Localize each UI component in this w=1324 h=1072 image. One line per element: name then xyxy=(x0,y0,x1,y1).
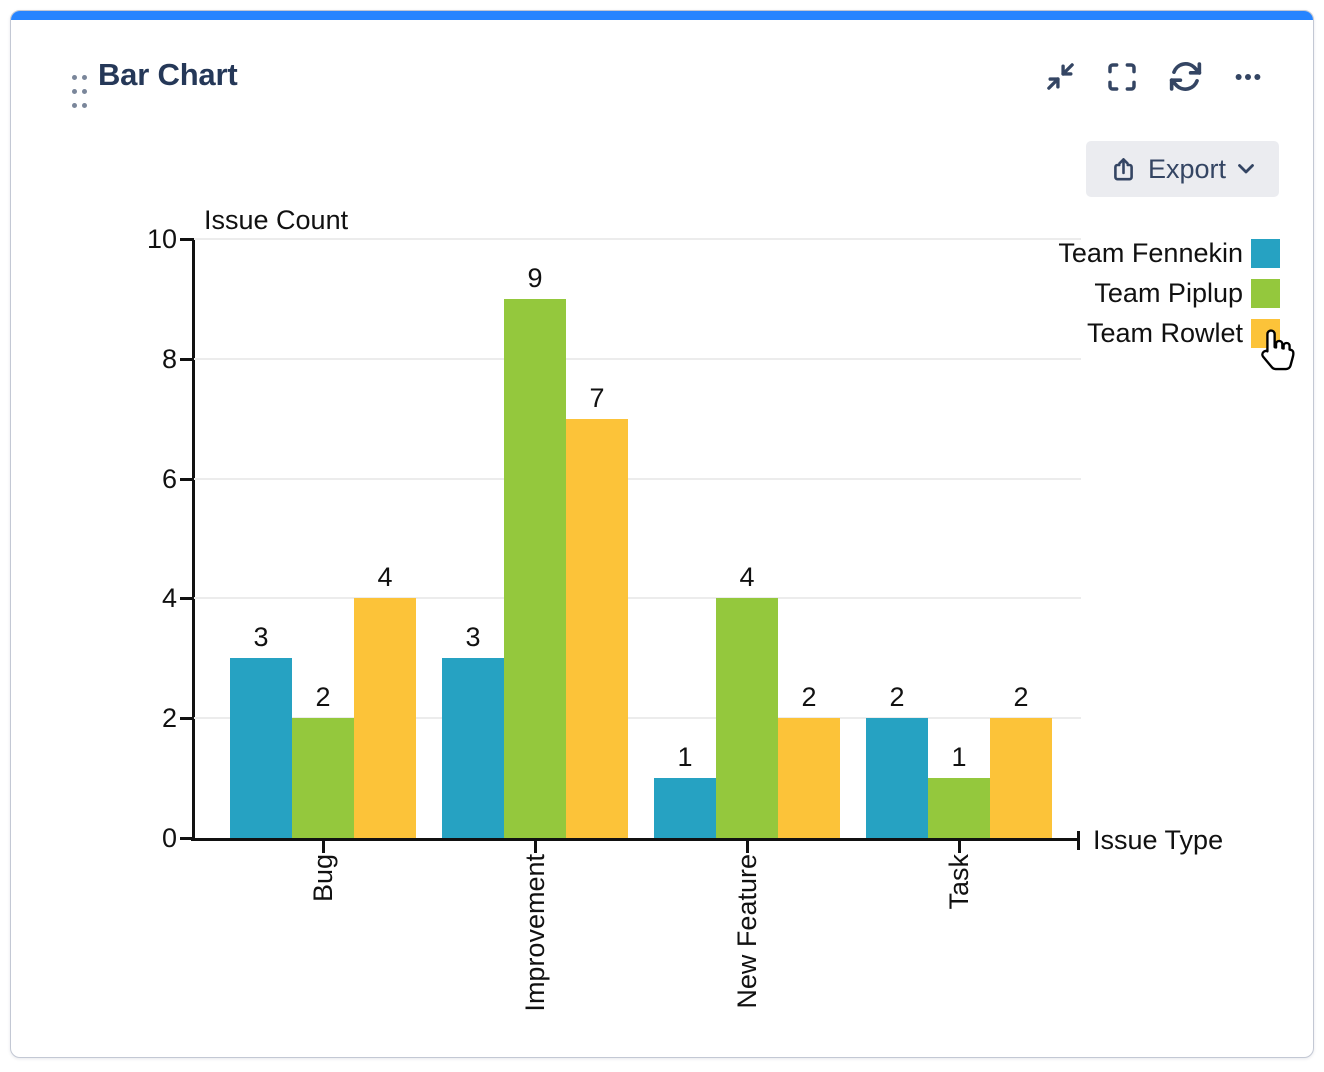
gridline xyxy=(194,357,1081,360)
bar-value-label: 9 xyxy=(527,262,543,293)
bar-value-label: 2 xyxy=(315,682,331,713)
bar-value-label: 2 xyxy=(1013,682,1029,713)
y-axis-tick-label: 8 xyxy=(161,343,177,374)
bar-value-label: 2 xyxy=(801,682,817,713)
bar-value-label: 4 xyxy=(377,562,393,593)
export-icon xyxy=(1114,157,1133,180)
bar-chart-plot: Issue Count Issue Type 0 2 4 6 8 10 Bug 3 2 4 Impr… xyxy=(11,11,1313,1057)
fullscreen-icon[interactable] xyxy=(1106,61,1138,93)
bar-value-label: 7 xyxy=(589,382,605,413)
bar-bug-team-fennekin[interactable] xyxy=(230,658,292,838)
gridline xyxy=(194,597,1081,600)
y-axis-tick xyxy=(180,238,194,241)
x-axis-tick xyxy=(533,841,537,853)
x-axis-tick xyxy=(745,841,749,853)
x-axis-category-label: New Feature xyxy=(732,854,762,1009)
y-axis-line xyxy=(192,239,195,841)
chart-legend: Team Fennekin Team Piplup Team Rowlet xyxy=(1058,238,1280,359)
y-axis-tick-label: 4 xyxy=(161,583,177,614)
gadget-toolbar xyxy=(1045,59,1263,94)
y-axis-tick-label: 10 xyxy=(146,224,177,254)
x-axis-category-label: Bug xyxy=(308,854,338,903)
gadget-title: Bar Chart xyxy=(98,57,238,92)
x-axis-tick xyxy=(321,841,325,853)
more-options-icon[interactable] xyxy=(1233,62,1263,92)
refresh-icon[interactable] xyxy=(1168,59,1203,94)
gridline xyxy=(194,238,1081,240)
y-axis-tick-label: 6 xyxy=(161,463,177,494)
y-axis-tick xyxy=(180,717,194,721)
export-button[interactable]: Export xyxy=(1086,141,1279,197)
bar-value-label: 1 xyxy=(951,742,967,773)
x-axis-end-tick xyxy=(1077,831,1080,850)
y-axis-tick xyxy=(180,597,194,601)
y-axis-tick xyxy=(180,837,194,840)
y-axis-tick-label: 2 xyxy=(161,703,177,734)
gridline xyxy=(194,477,1081,480)
x-axis-category-label: Improvement xyxy=(520,854,550,1012)
bar-task-team-rowlet[interactable] xyxy=(990,718,1052,838)
legend-label: Team Rowlet xyxy=(1086,318,1243,348)
x-axis-category-label: Task xyxy=(944,854,974,910)
drag-handle-icon[interactable] xyxy=(68,71,91,112)
legend-swatch[interactable] xyxy=(1251,279,1280,308)
bar-value-label: 3 xyxy=(465,622,481,653)
bar-value-label: 1 xyxy=(677,742,693,773)
y-axis-tick xyxy=(180,477,194,481)
legend-item-team-fennekin[interactable]: Team Fennekin xyxy=(1058,238,1280,268)
bar-chart-gadget-card: Bar Chart xyxy=(10,10,1314,1058)
bar-bug-team-piplup[interactable] xyxy=(292,718,354,838)
bar-task-team-fennekin[interactable] xyxy=(866,718,928,838)
bar-improvement-team-piplup[interactable] xyxy=(504,298,566,838)
bar-value-label: 2 xyxy=(889,682,905,713)
y-axis-tick xyxy=(180,357,194,361)
legend-label: Team Fennekin xyxy=(1058,238,1243,268)
legend-item-team-rowlet[interactable]: Team Rowlet xyxy=(1058,318,1280,348)
bar-value-label: 3 xyxy=(253,622,269,653)
x-axis-line xyxy=(191,838,1079,841)
bar-task-team-piplup[interactable] xyxy=(928,778,990,838)
y-axis-tick-label: 0 xyxy=(161,823,177,853)
gridline xyxy=(194,717,1081,720)
collapse-icon[interactable] xyxy=(1045,61,1076,92)
x-axis-title: Issue Type xyxy=(1093,825,1224,855)
bar-improvement-team-rowlet[interactable] xyxy=(566,418,628,838)
bar-new-feature-team-rowlet[interactable] xyxy=(778,718,840,838)
card-accent-bar xyxy=(11,11,1313,20)
bar-value-label: 4 xyxy=(739,562,755,593)
legend-item-team-piplup[interactable]: Team Piplup xyxy=(1058,278,1280,308)
export-label: Export xyxy=(1147,153,1227,184)
hand-pointer-cursor-icon xyxy=(1261,329,1295,371)
bar-new-feature-team-fennekin[interactable] xyxy=(654,778,716,838)
legend-label: Team Piplup xyxy=(1094,278,1243,308)
chevron-down-icon xyxy=(1238,164,1254,174)
bar-improvement-team-fennekin[interactable] xyxy=(442,658,504,838)
bar-new-feature-team-piplup[interactable] xyxy=(716,598,778,838)
y-axis-title: Issue Count xyxy=(204,205,349,235)
bar-bug-team-rowlet[interactable] xyxy=(354,598,416,838)
legend-swatch[interactable] xyxy=(1251,239,1280,268)
x-axis-tick xyxy=(957,841,961,853)
